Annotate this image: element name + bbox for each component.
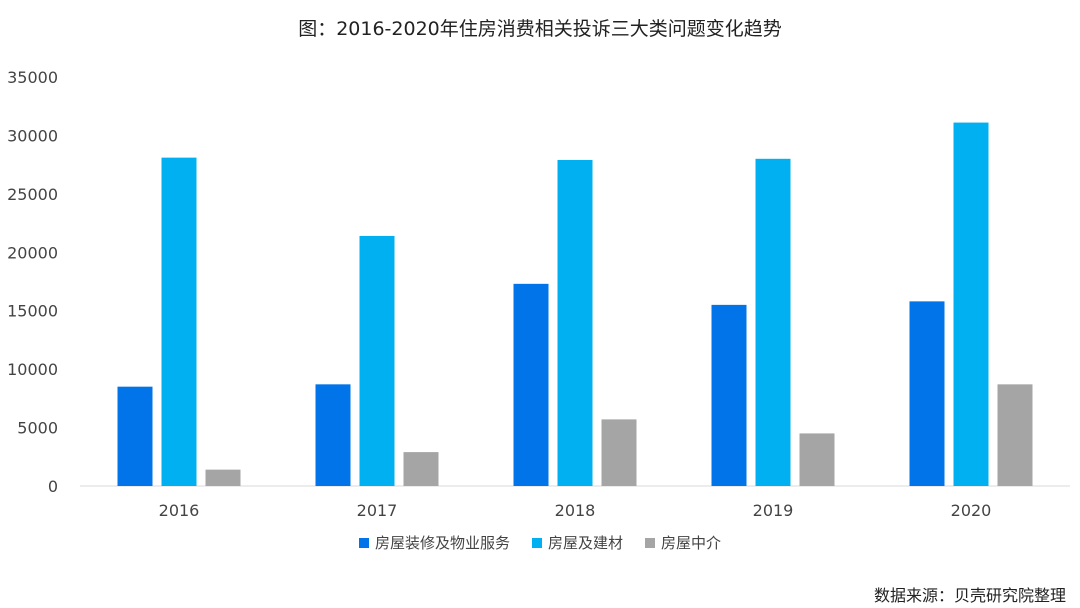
y-tick-label: 10000 bbox=[7, 360, 58, 379]
bar-2017-series-2 bbox=[403, 452, 439, 486]
legend-swatch-series-2 bbox=[645, 537, 655, 548]
chart-legend: 房屋装修及物业服务 房屋及建材 房屋中介 bbox=[0, 532, 1080, 553]
bar-2020-series-1 bbox=[953, 122, 989, 487]
bar-2019-series-0 bbox=[711, 304, 747, 486]
bar-2018-series-0 bbox=[513, 283, 549, 486]
legend-label-series-1: 房屋及建材 bbox=[547, 534, 623, 552]
legend-swatch-series-0 bbox=[358, 537, 369, 548]
chart-title: 图：2016-2020年住房消费相关投诉三大类问题变化趋势 bbox=[298, 18, 782, 40]
y-tick-label: 35000 bbox=[7, 68, 58, 87]
x-tick-label: 2019 bbox=[753, 501, 794, 520]
legend-item-series-2: 房屋中介 bbox=[645, 532, 721, 553]
x-tick-label: 2016 bbox=[159, 501, 200, 520]
bar-2020-series-0 bbox=[909, 301, 945, 486]
legend-swatch-series-1 bbox=[531, 537, 542, 548]
legend-label-series-2: 房屋中介 bbox=[661, 534, 722, 552]
legend-item-series-0: 房屋装修及物业服务 bbox=[358, 532, 510, 553]
legend-label-series-0: 房屋装修及物业服务 bbox=[374, 534, 510, 552]
bar-2017-series-0 bbox=[315, 384, 351, 486]
y-tick-label: 30000 bbox=[7, 126, 58, 145]
bar-2020-series-2 bbox=[997, 384, 1033, 486]
y-tick-label: 20000 bbox=[7, 243, 58, 262]
bar-2017-series-1 bbox=[359, 235, 395, 486]
x-tick-label: 2018 bbox=[555, 501, 596, 520]
bar-2016-series-1 bbox=[161, 157, 197, 487]
bar-2019-series-2 bbox=[799, 433, 835, 486]
bar-2016-series-2 bbox=[205, 469, 241, 486]
bar-2019-series-1 bbox=[755, 158, 791, 487]
x-tick-label: 2017 bbox=[357, 501, 398, 520]
bar-2016-series-0 bbox=[117, 386, 153, 486]
bar-2018-series-1 bbox=[557, 159, 593, 486]
legend-item-series-1: 房屋及建材 bbox=[531, 532, 623, 553]
y-tick-label: 0 bbox=[48, 477, 58, 496]
y-tick-label: 5000 bbox=[17, 419, 58, 438]
y-tick-label: 15000 bbox=[7, 302, 58, 321]
y-tick-label: 25000 bbox=[7, 185, 58, 204]
bar-2018-series-2 bbox=[601, 419, 637, 486]
data-source-note: 数据来源：贝壳研究院整理 bbox=[873, 586, 1066, 605]
x-tick-label: 2020 bbox=[951, 501, 992, 520]
